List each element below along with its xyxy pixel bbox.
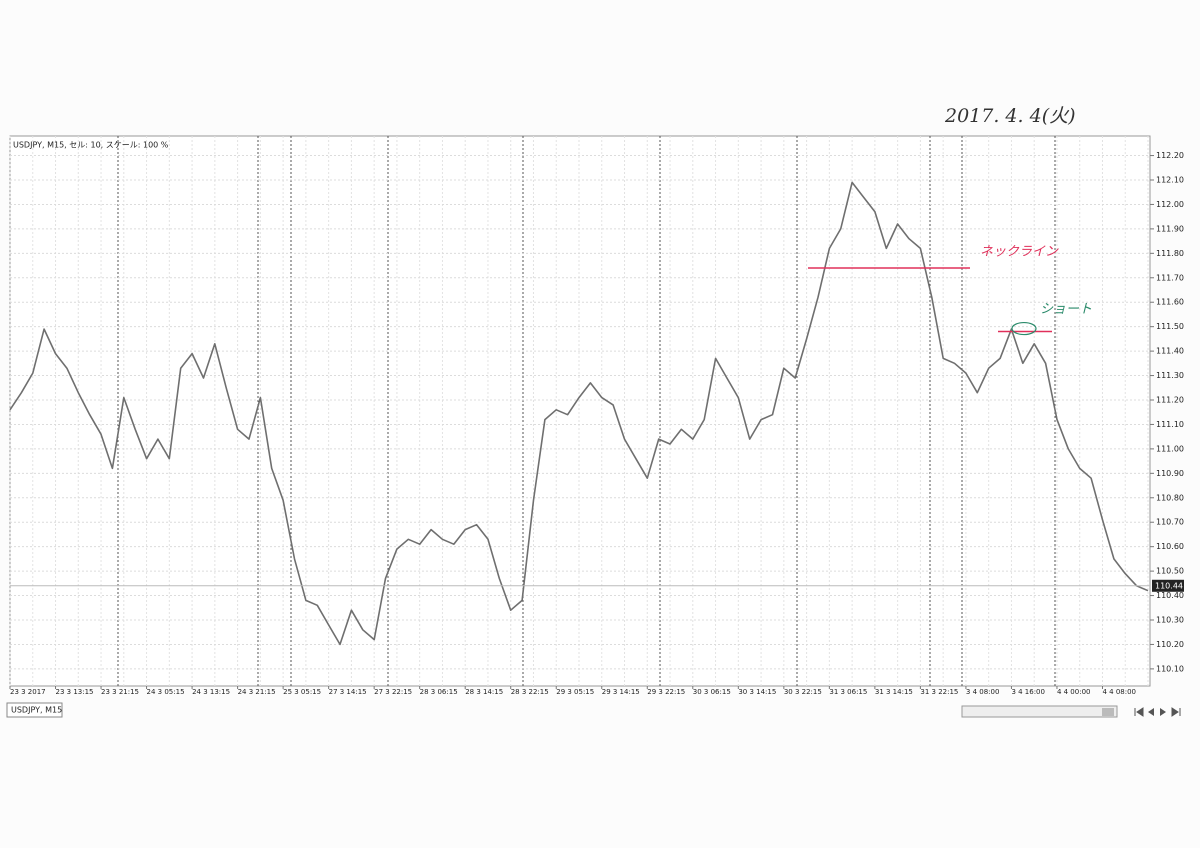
y-tick-label: 111.90	[1156, 224, 1184, 233]
symbol-tab-label: USDJPY, M15	[11, 706, 62, 715]
y-tick-label: 111.80	[1156, 249, 1184, 258]
x-tick-label: 28 3 14:15	[465, 688, 503, 696]
x-tick-label: 30 3 06:15	[693, 688, 731, 696]
y-tick-label: 110.20	[1156, 640, 1184, 649]
short-circle	[1011, 321, 1037, 336]
short-label: ショート	[1040, 302, 1092, 317]
y-tick-label: 110.80	[1156, 493, 1184, 502]
x-tick-label: 27 3 22:15	[374, 688, 412, 696]
current-price-label: 110.44	[1155, 581, 1183, 590]
x-tick-label: 24 3 13:15	[192, 688, 230, 696]
price-line	[9, 181, 1149, 646]
x-tick-label: 28 3 22:15	[511, 688, 549, 696]
y-tick-label: 110.70	[1156, 518, 1184, 527]
y-tick-label: 111.00	[1156, 444, 1184, 453]
y-tick-label: 112.20	[1156, 151, 1184, 160]
x-tick-label: 23 3 2017	[10, 688, 46, 696]
y-tick-label: 111.20	[1156, 396, 1184, 405]
x-tick-label: 3 4 08:00	[966, 688, 1000, 696]
scroll-thumb[interactable]	[1102, 708, 1114, 716]
y-tick-label: 112.00	[1156, 200, 1184, 209]
x-tick-label: 29 3 14:15	[602, 688, 640, 696]
x-tick-label: 31 3 06:15	[829, 688, 867, 696]
y-tick-label: 110.50	[1156, 567, 1184, 576]
y-tick-label: 110.30	[1156, 616, 1184, 625]
nav-buttons	[1134, 707, 1181, 717]
y-tick-label: 110.40	[1156, 591, 1184, 600]
y-tick-label: 111.50	[1156, 322, 1184, 331]
x-tick-label: 31 3 22:15	[920, 688, 958, 696]
plot	[9, 181, 1150, 646]
current-price-box	[1152, 579, 1184, 592]
plot-frame	[9, 135, 1151, 687]
grid	[9, 136, 1150, 686]
y-tick-label: 111.70	[1156, 273, 1184, 282]
y-tick-label: 110.60	[1156, 542, 1184, 551]
y-tick-label: 112.10	[1156, 176, 1184, 185]
y-tick-label: 111.10	[1156, 420, 1184, 429]
x-tick-label: 3 4 16:00	[1011, 688, 1045, 696]
y-tick-label: 110.10	[1156, 664, 1184, 673]
x-tick-label: 23 3 21:15	[101, 688, 139, 696]
x-tick-label: 29 3 05:15	[556, 688, 594, 696]
nav-first[interactable]	[1134, 707, 1144, 717]
x-tick-label: 30 3 14:15	[738, 688, 776, 696]
x-tick-label: 29 3 22:15	[647, 688, 685, 696]
nav-last[interactable]	[1171, 707, 1181, 717]
y-tick-label: 111.40	[1156, 347, 1184, 356]
chart-header: USDJPY, M15, セル: 10, スケール: 100 %	[13, 141, 169, 150]
x-tick-label: 24 3 21:15	[238, 688, 276, 696]
nav-prev[interactable]	[1148, 708, 1154, 716]
neckline-label: ネックライン	[980, 245, 1059, 260]
y-tick-label: 110.90	[1156, 469, 1184, 478]
y-tick-label: 111.60	[1156, 298, 1184, 307]
x-tick-label: 23 3 13:15	[56, 688, 94, 696]
x-tick-label: 30 3 22:15	[784, 688, 822, 696]
symbol-tab[interactable]	[6, 702, 63, 718]
nav-next[interactable]	[1160, 708, 1166, 716]
x-tick-label: 4 4 08:00	[1102, 688, 1136, 696]
y-tick-label: 111.30	[1156, 371, 1184, 380]
date-note: 2017. 4. 4(火)	[944, 105, 1076, 127]
x-tick-label: 28 3 06:15	[420, 688, 458, 696]
x-tick-label: 25 3 05:15	[283, 688, 321, 696]
x-tick-label: 4 4 00:00	[1057, 688, 1091, 696]
scrollbar[interactable]	[961, 705, 1118, 718]
x-tick-label: 27 3 14:15	[329, 688, 367, 696]
x-tick-label: 31 3 14:15	[875, 688, 913, 696]
x-tick-label: 24 3 05:15	[147, 688, 185, 696]
